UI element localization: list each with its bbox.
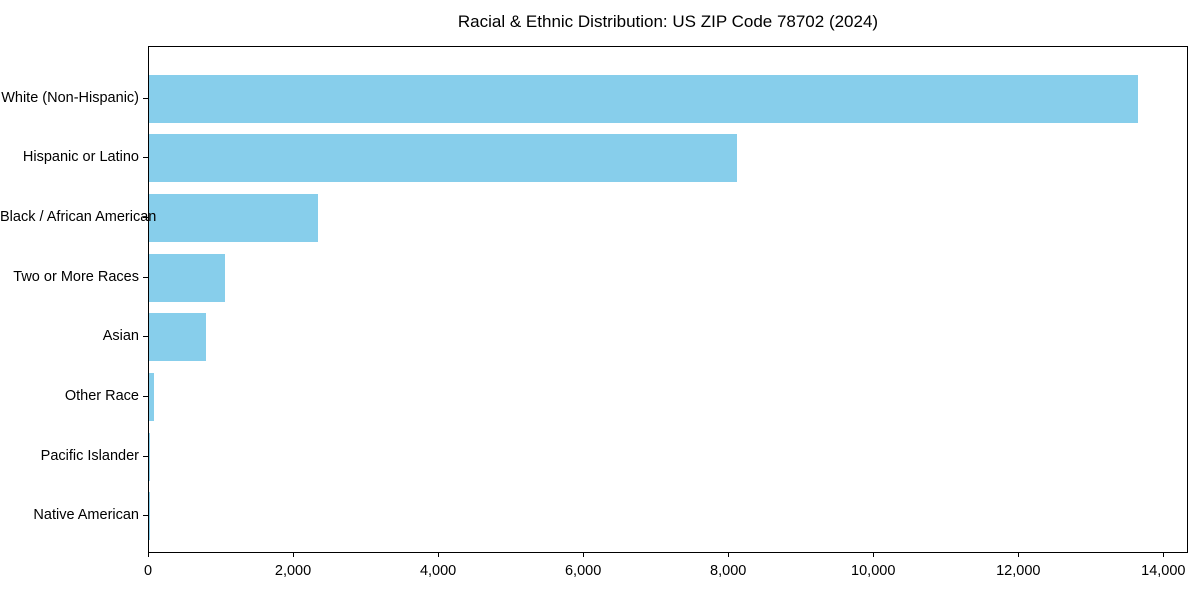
chart-title: Racial & Ethnic Distribution: US ZIP Cod… xyxy=(457,12,879,31)
y-axis-label-two-or-more-races: Two or More Races xyxy=(13,268,139,285)
bar-black-african-american xyxy=(149,193,318,242)
y-axis-tick xyxy=(143,97,148,99)
y-axis-tick xyxy=(143,515,148,517)
x-axis-tick xyxy=(728,553,730,557)
x-axis-label-12000: 12,000 xyxy=(996,563,1041,579)
x-axis-label-4000: 4,000 xyxy=(419,563,457,579)
bar-other-race xyxy=(149,373,155,421)
x-axis-label-8000: 8,000 xyxy=(710,563,747,579)
x-axis-label-0: 0 xyxy=(143,563,153,579)
bar-white-non-hispanic xyxy=(149,74,1139,123)
x-axis-tick xyxy=(1163,553,1165,557)
x-axis-label-10000: 10,000 xyxy=(851,563,896,579)
y-axis-tick xyxy=(143,455,148,457)
bar-two-or-more-races xyxy=(149,253,226,302)
y-axis-tick xyxy=(143,396,148,397)
bar-hispanic-or-latino xyxy=(149,134,738,183)
bar-asian xyxy=(149,313,206,362)
x-axis-tick xyxy=(1018,553,1020,557)
x-axis-tick xyxy=(438,553,440,557)
x-axis-label-2000: 2,000 xyxy=(274,563,312,579)
x-axis-tick xyxy=(148,553,149,557)
y-axis-tick xyxy=(143,276,148,278)
x-axis-tick xyxy=(583,553,585,557)
y-axis-tick xyxy=(143,216,148,218)
y-axis-label-black-african-american: Black / African American xyxy=(0,208,157,225)
plot-area xyxy=(148,46,1188,553)
bar-pacific-islander xyxy=(149,432,151,481)
y-axis-tick xyxy=(143,157,148,159)
y-axis-label-white-non-hispanic: White (Non-Hispanic) xyxy=(1,89,139,106)
y-axis-tick xyxy=(143,336,148,338)
y-axis-label-hispanic-or-latino: Hispanic or Latino xyxy=(22,149,139,166)
x-axis-label-14000: 14,000 xyxy=(1141,563,1186,579)
x-axis-label-6000: 6,000 xyxy=(564,563,602,579)
y-axis-label-pacific-islander: Pacific Islander xyxy=(40,447,139,464)
y-axis-label-other-race: Other Race xyxy=(64,388,139,404)
y-axis-label-asian: Asian xyxy=(102,328,139,345)
x-axis-tick xyxy=(293,553,295,557)
x-axis-tick xyxy=(873,553,875,557)
y-axis-label-native-american: Native American xyxy=(33,507,139,524)
